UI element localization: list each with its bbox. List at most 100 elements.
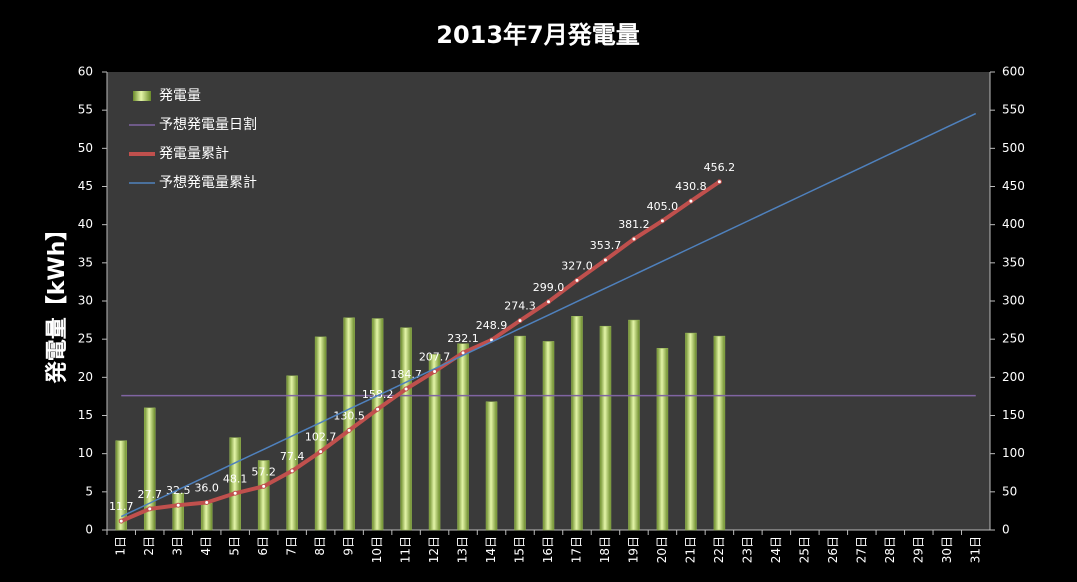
x-tick-label: 22日 bbox=[712, 536, 726, 563]
bar bbox=[115, 440, 127, 531]
data-label: 48.1 bbox=[223, 472, 248, 485]
bar bbox=[713, 335, 726, 531]
point bbox=[118, 518, 124, 524]
bar bbox=[656, 348, 669, 531]
y2-tick-label: 450 bbox=[1002, 179, 1025, 193]
y-tick-label: 60 bbox=[78, 65, 93, 79]
bar bbox=[371, 318, 384, 531]
y-tick-label: 15 bbox=[78, 408, 93, 422]
y-tick-label: 20 bbox=[78, 370, 93, 384]
point bbox=[289, 468, 295, 474]
data-label: 456.2 bbox=[704, 161, 736, 174]
y2-tick-label: 50 bbox=[1002, 484, 1017, 498]
point bbox=[659, 218, 665, 224]
bar bbox=[457, 343, 469, 531]
point bbox=[375, 406, 381, 412]
y2-tick-label: 500 bbox=[1002, 141, 1025, 155]
x-tick-label: 3日 bbox=[171, 536, 185, 556]
point bbox=[403, 386, 409, 392]
bar bbox=[514, 335, 526, 531]
bar bbox=[343, 317, 355, 531]
x-tick-label: 4日 bbox=[199, 536, 213, 556]
data-label: 27.7 bbox=[137, 488, 162, 501]
point bbox=[517, 318, 523, 324]
bar bbox=[200, 503, 213, 531]
bar bbox=[314, 336, 327, 531]
x-tick-label: 20日 bbox=[655, 536, 669, 563]
y-tick-label: 5 bbox=[85, 484, 93, 498]
data-label: 232.1 bbox=[447, 332, 479, 345]
data-label: 36.0 bbox=[194, 482, 219, 495]
y-tick-label: 25 bbox=[78, 332, 93, 346]
point bbox=[204, 500, 210, 506]
x-tick-label: 13日 bbox=[456, 536, 470, 563]
y2-tick-label: 150 bbox=[1002, 408, 1025, 422]
y-tick-label: 45 bbox=[78, 179, 93, 193]
point bbox=[261, 483, 267, 489]
x-tick-label: 27日 bbox=[854, 536, 868, 563]
chart-title: 2013年7月発電量 bbox=[436, 21, 640, 49]
x-tick-label: 24日 bbox=[769, 536, 783, 563]
data-label: 430.8 bbox=[675, 180, 707, 193]
x-tick-label: 15日 bbox=[513, 536, 527, 563]
y-tick-label: 40 bbox=[78, 217, 93, 231]
x-tick-label: 11日 bbox=[399, 536, 413, 563]
data-label: 274.3 bbox=[504, 300, 536, 313]
bar bbox=[400, 327, 412, 531]
legend-label: 発電量 bbox=[159, 88, 201, 104]
y2-tick-label: 550 bbox=[1002, 103, 1025, 117]
x-tick-label: 6日 bbox=[256, 536, 270, 556]
x-tick-label: 17日 bbox=[569, 536, 583, 563]
x-tick-label: 29日 bbox=[911, 536, 925, 563]
bar bbox=[542, 341, 555, 531]
point bbox=[346, 427, 352, 433]
x-tick-label: 2日 bbox=[142, 536, 156, 556]
point bbox=[232, 490, 238, 496]
bar bbox=[599, 325, 612, 531]
y2-tick-label: 300 bbox=[1002, 294, 1025, 308]
x-tick-label: 5日 bbox=[228, 536, 242, 556]
bar bbox=[628, 319, 640, 531]
bar bbox=[685, 332, 697, 531]
y-axis-label: 発電量【kWh】 bbox=[45, 219, 70, 385]
data-label: 353.7 bbox=[590, 239, 622, 252]
y2-tick-label: 250 bbox=[1002, 332, 1025, 346]
point bbox=[688, 198, 694, 204]
y-tick-label: 50 bbox=[78, 141, 93, 155]
x-tick-label: 14日 bbox=[484, 536, 498, 563]
x-tick-label: 12日 bbox=[427, 536, 441, 563]
y-tick-label: 35 bbox=[78, 255, 93, 269]
bar bbox=[286, 375, 298, 531]
data-label: 11.7 bbox=[109, 500, 134, 513]
x-tick-label: 26日 bbox=[826, 536, 840, 563]
y-tick-label: 10 bbox=[78, 446, 93, 460]
y2-tick-label: 0 bbox=[1002, 523, 1010, 537]
x-tick-label: 25日 bbox=[797, 536, 811, 563]
data-label: 248.9 bbox=[476, 319, 508, 332]
x-tick-label: 8日 bbox=[313, 536, 327, 556]
point bbox=[546, 299, 551, 305]
y2-tick-label: 400 bbox=[1002, 217, 1025, 231]
x-tick-label: 23日 bbox=[740, 536, 754, 563]
x-tick-label: 30日 bbox=[940, 536, 954, 563]
point bbox=[175, 502, 181, 508]
y-tick-label: 30 bbox=[78, 294, 93, 308]
bar bbox=[257, 460, 270, 531]
x-tick-label: 28日 bbox=[883, 536, 897, 563]
data-label: 184.7 bbox=[390, 368, 422, 381]
x-tick-label: 9日 bbox=[342, 536, 356, 556]
bar bbox=[428, 354, 441, 531]
x-tick-label: 21日 bbox=[683, 536, 697, 563]
data-label: 327.0 bbox=[561, 259, 593, 272]
bar bbox=[229, 437, 241, 531]
x-tick-label: 10日 bbox=[370, 536, 384, 563]
point bbox=[631, 236, 637, 242]
y2-tick-label: 350 bbox=[1002, 255, 1025, 269]
data-label: 405.0 bbox=[647, 200, 679, 213]
point bbox=[318, 449, 324, 455]
legend-label: 発電量累計 bbox=[159, 146, 229, 162]
x-tick-label: 18日 bbox=[598, 536, 612, 563]
point bbox=[716, 179, 722, 185]
data-label: 381.2 bbox=[618, 218, 650, 231]
